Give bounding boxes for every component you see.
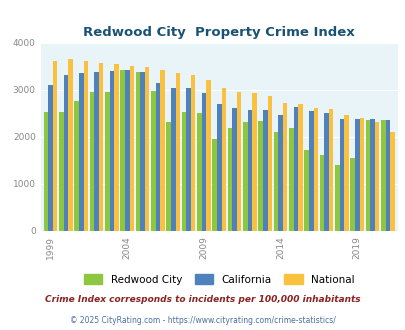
Bar	[48, 85, 53, 231]
Bar	[175, 73, 180, 231]
Bar	[273, 132, 277, 231]
Bar	[324, 113, 328, 231]
Bar	[125, 70, 129, 231]
Bar	[201, 93, 206, 231]
Bar	[282, 103, 287, 231]
Bar	[196, 113, 201, 231]
Bar	[262, 110, 267, 231]
Bar	[94, 72, 99, 231]
Bar	[135, 72, 140, 231]
Bar	[83, 61, 88, 231]
Bar	[385, 119, 389, 231]
Bar	[354, 119, 359, 231]
Bar	[236, 92, 241, 231]
Bar	[105, 92, 109, 231]
Bar	[190, 75, 195, 231]
Title: Redwood City  Property Crime Index: Redwood City Property Crime Index	[83, 26, 354, 39]
Bar	[227, 128, 232, 231]
Bar	[374, 122, 379, 231]
Bar	[319, 155, 324, 231]
Bar	[206, 80, 210, 231]
Bar	[114, 64, 119, 231]
Bar	[216, 104, 221, 231]
Bar	[90, 92, 94, 231]
Bar	[369, 119, 374, 231]
Bar	[221, 87, 226, 231]
Bar	[243, 122, 247, 231]
Bar	[389, 132, 394, 231]
Bar	[181, 113, 186, 231]
Bar	[298, 104, 302, 231]
Bar	[304, 149, 308, 231]
Bar	[186, 88, 190, 231]
Bar	[44, 112, 48, 231]
Bar	[232, 108, 236, 231]
Bar	[151, 91, 155, 231]
Bar	[334, 165, 339, 231]
Bar	[359, 118, 363, 231]
Bar	[171, 87, 175, 231]
Bar	[247, 110, 252, 231]
Bar	[166, 122, 171, 231]
Bar	[350, 158, 354, 231]
Bar	[308, 111, 313, 231]
Bar	[120, 70, 125, 231]
Bar	[74, 101, 79, 231]
Bar	[339, 119, 343, 231]
Bar	[145, 67, 149, 231]
Bar	[53, 61, 58, 231]
Bar	[140, 72, 145, 231]
Bar	[129, 66, 134, 231]
Text: Crime Index corresponds to incidents per 100,000 inhabitants: Crime Index corresponds to incidents per…	[45, 295, 360, 304]
Legend: Redwood City, California, National: Redwood City, California, National	[79, 270, 358, 289]
Bar	[328, 109, 333, 231]
Bar	[212, 139, 216, 231]
Bar	[252, 93, 256, 231]
Bar	[64, 75, 68, 231]
Bar	[59, 112, 64, 231]
Bar	[288, 128, 293, 231]
Text: © 2025 CityRating.com - https://www.cityrating.com/crime-statistics/: © 2025 CityRating.com - https://www.city…	[70, 316, 335, 325]
Bar	[79, 74, 83, 231]
Bar	[155, 83, 160, 231]
Bar	[380, 120, 385, 231]
Bar	[160, 70, 164, 231]
Bar	[99, 63, 103, 231]
Bar	[313, 108, 318, 231]
Bar	[293, 107, 298, 231]
Bar	[343, 115, 348, 231]
Bar	[267, 96, 271, 231]
Bar	[68, 59, 72, 231]
Bar	[277, 115, 282, 231]
Bar	[365, 120, 369, 231]
Bar	[109, 71, 114, 231]
Bar	[258, 121, 262, 231]
